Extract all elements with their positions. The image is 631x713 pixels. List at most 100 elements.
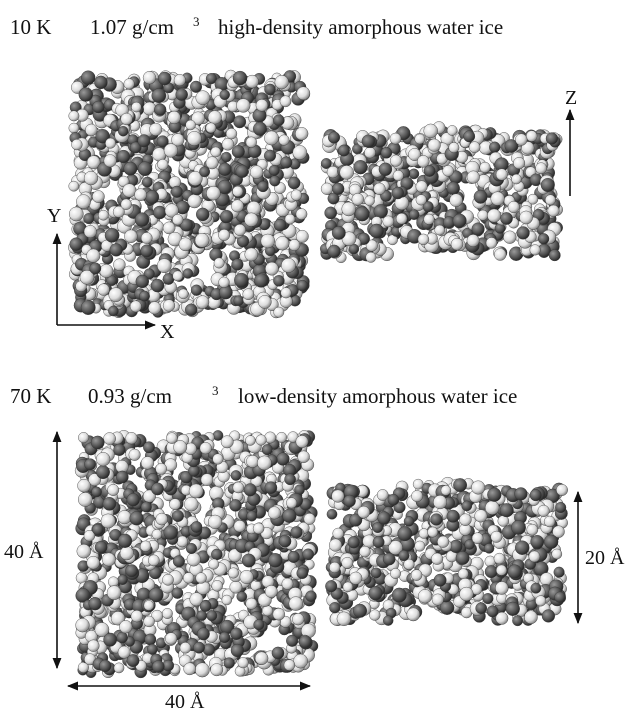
- atom: [464, 131, 475, 142]
- atom: [354, 160, 368, 174]
- atom: [449, 142, 459, 152]
- atom: [127, 654, 139, 666]
- atom: [165, 633, 177, 645]
- atom: [453, 214, 467, 228]
- atom: [552, 549, 562, 559]
- atom: [141, 245, 153, 257]
- atom: [281, 157, 293, 169]
- atom: [329, 539, 342, 552]
- atom: [411, 570, 422, 581]
- atom: [197, 628, 209, 640]
- atom: [265, 585, 277, 597]
- atom: [383, 616, 393, 626]
- atom: [151, 279, 164, 292]
- atom: [118, 510, 132, 524]
- atom: [383, 216, 394, 227]
- atom: [157, 159, 168, 170]
- atom: [116, 471, 128, 483]
- atom: [358, 506, 370, 518]
- atom: [374, 183, 386, 195]
- atom: [114, 444, 126, 456]
- atom: [528, 194, 538, 204]
- atom: [124, 162, 137, 175]
- atom: [355, 207, 369, 221]
- density-exponent: 3: [212, 383, 219, 398]
- atom: [90, 263, 101, 274]
- atom: [417, 155, 429, 167]
- atom: [273, 115, 284, 126]
- atom: [222, 138, 234, 150]
- atom: [489, 142, 500, 153]
- atom: [211, 664, 223, 676]
- atom: [298, 451, 310, 463]
- atom: [168, 111, 181, 124]
- atom: [105, 228, 119, 242]
- atom: [219, 277, 230, 288]
- atom: [211, 147, 221, 157]
- atom: [180, 642, 191, 653]
- atom: [172, 214, 183, 225]
- atom: [107, 586, 121, 600]
- x-axis-label: X: [160, 321, 175, 343]
- atom: [304, 513, 315, 524]
- atom: [114, 663, 124, 673]
- atom: [243, 289, 254, 300]
- atom: [211, 549, 222, 560]
- atom: [124, 230, 137, 243]
- atom: [325, 580, 337, 592]
- atom: [69, 181, 79, 191]
- atom: [472, 223, 485, 236]
- atom: [70, 238, 83, 251]
- atom: [219, 286, 232, 299]
- atom: [369, 610, 380, 621]
- atom: [515, 488, 528, 501]
- atom: [77, 544, 91, 558]
- atom: [158, 72, 171, 85]
- atom: [230, 581, 242, 593]
- atom: [379, 163, 392, 176]
- atom: [424, 214, 435, 225]
- atom: [212, 580, 223, 591]
- molecule-box: [75, 430, 318, 678]
- atom: [246, 598, 257, 609]
- atom: [238, 657, 249, 668]
- atom: [530, 245, 541, 256]
- atom: [437, 536, 449, 548]
- atom: [447, 125, 457, 135]
- atom: [283, 509, 297, 523]
- atom: [95, 541, 107, 553]
- atom: [96, 465, 109, 478]
- atom: [127, 493, 140, 506]
- atom: [104, 433, 116, 445]
- atom: [120, 546, 134, 560]
- atom: [253, 523, 264, 534]
- atom: [85, 124, 97, 136]
- atom: [221, 152, 231, 162]
- atom: [378, 512, 391, 525]
- atom: [78, 432, 89, 443]
- atom: [104, 633, 117, 646]
- atom: [100, 264, 113, 277]
- atom: [87, 556, 100, 569]
- atom: [179, 238, 192, 251]
- atom: [431, 514, 443, 526]
- atom: [306, 591, 317, 602]
- atom: [512, 616, 522, 626]
- atom: [118, 575, 128, 585]
- atom: [472, 533, 483, 544]
- atom: [370, 224, 384, 238]
- atom: [281, 288, 292, 299]
- atom: [413, 479, 423, 489]
- atom: [554, 567, 565, 578]
- atom: [191, 521, 202, 532]
- atom: [191, 285, 202, 296]
- atom: [208, 111, 222, 125]
- atom: [275, 75, 289, 89]
- atom: [184, 663, 196, 675]
- atom: [121, 113, 133, 125]
- depth-label: 20 Å: [585, 547, 625, 569]
- atom: [264, 150, 276, 162]
- atom: [353, 604, 367, 618]
- atom: [148, 555, 159, 566]
- atom: [274, 219, 286, 231]
